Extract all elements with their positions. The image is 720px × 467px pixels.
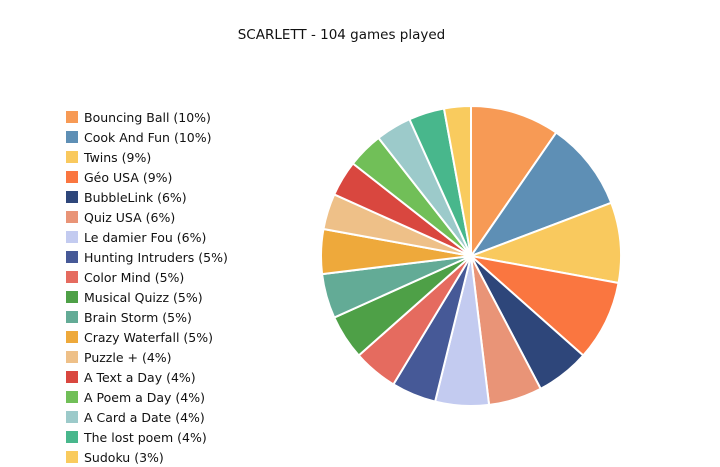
legend-swatch xyxy=(66,391,78,403)
legend-item: Twins (9%) xyxy=(66,147,228,167)
legend-swatch xyxy=(66,331,78,343)
legend-item: Sudoku (3%) xyxy=(66,447,228,467)
legend-swatch xyxy=(66,311,78,323)
legend-item: Cook And Fun (10%) xyxy=(66,127,228,147)
legend-item: Color Mind (5%) xyxy=(66,267,228,287)
legend-swatch xyxy=(66,151,78,163)
chart-title: SCARLETT - 104 games played xyxy=(237,27,446,43)
legend-label: A Text a Day (4%) xyxy=(84,369,196,385)
pie-slice xyxy=(442,105,472,257)
legend-item: Le damier Fou (6%) xyxy=(66,227,228,247)
pie-slice xyxy=(470,105,558,257)
legend-swatch xyxy=(66,431,78,443)
legend-swatch xyxy=(66,211,78,223)
legend-item: BubbleLink (6%) xyxy=(66,187,228,207)
legend-swatch xyxy=(66,231,78,243)
legend-label: Quiz USA (6%) xyxy=(84,209,176,225)
legend-label: Color Mind (5%) xyxy=(84,269,185,285)
legend-item: Crazy Waterfall (5%) xyxy=(66,327,228,347)
legend-swatch xyxy=(66,371,78,383)
legend-label: Musical Quizz (5%) xyxy=(84,289,203,305)
legend-label: The lost poem (4%) xyxy=(84,429,207,445)
legend-item: Géo USA (9%) xyxy=(66,167,228,187)
legend-item: Quiz USA (6%) xyxy=(66,207,228,227)
legend-item: Puzzle + (4%) xyxy=(66,347,228,367)
legend-swatch xyxy=(66,451,78,463)
legend-label: Hunting Intruders (5%) xyxy=(84,249,228,265)
legend-label: Brain Storm (5%) xyxy=(84,309,192,325)
legend-swatch xyxy=(66,291,78,303)
legend-swatch xyxy=(66,171,78,183)
legend-item: Brain Storm (5%) xyxy=(66,307,228,327)
legend-swatch xyxy=(66,191,78,203)
legend-label: Le damier Fou (6%) xyxy=(84,229,207,245)
legend-swatch xyxy=(66,251,78,263)
legend: Bouncing Ball (10%) Cook And Fun (10%) Twi… xyxy=(66,107,228,467)
legend-label: Géo USA (9%) xyxy=(84,169,173,185)
legend-label: BubbleLink (6%) xyxy=(84,189,187,205)
legend-swatch xyxy=(66,131,78,143)
legend-swatch xyxy=(66,111,78,123)
legend-item: Hunting Intruders (5%) xyxy=(66,247,228,267)
legend-label: Puzzle + (4%) xyxy=(84,349,172,365)
legend-item: Bouncing Ball (10%) xyxy=(66,107,228,127)
legend-swatch xyxy=(66,271,78,283)
legend-label: A Poem a Day (4%) xyxy=(84,389,205,405)
legend-label: Twins (9%) xyxy=(84,149,152,165)
legend-swatch xyxy=(66,411,78,423)
legend-label: Bouncing Ball (10%) xyxy=(84,109,211,125)
legend-item: A Card a Date (4%) xyxy=(66,407,228,427)
legend-label: Crazy Waterfall (5%) xyxy=(84,329,213,345)
legend-item: A Text a Day (4%) xyxy=(66,367,228,387)
legend-item: Musical Quizz (5%) xyxy=(66,287,228,307)
pie-slice xyxy=(470,131,613,257)
legend-label: Cook And Fun (10%) xyxy=(84,129,212,145)
legend-item: A Poem a Day (4%) xyxy=(66,387,228,407)
legend-label: A Card a Date (4%) xyxy=(84,409,205,425)
legend-label: Sudoku (3%) xyxy=(84,449,164,465)
legend-item: The lost poem (4%) xyxy=(66,427,228,447)
legend-swatch xyxy=(66,351,78,363)
